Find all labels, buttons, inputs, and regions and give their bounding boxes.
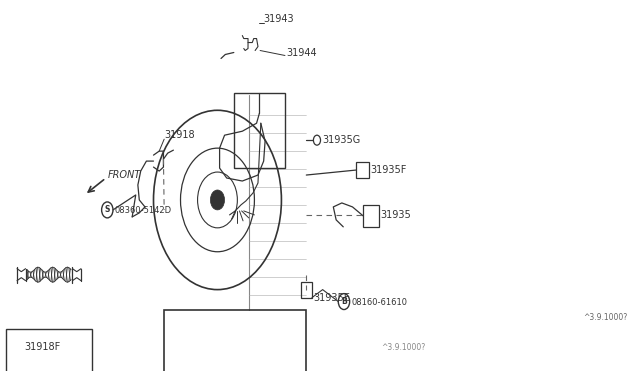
Bar (234, 93, 285, 168)
Bar (356, 162, 369, 178)
Circle shape (211, 190, 225, 210)
Text: 31944: 31944 (287, 48, 317, 58)
Text: 31935: 31935 (380, 210, 411, 220)
Text: 08160-61610: 08160-61610 (351, 298, 407, 307)
Text: 08360-5142D: 08360-5142D (115, 206, 172, 215)
Bar (301, 282, 312, 298)
Text: ^3.9.1000?: ^3.9.1000? (381, 343, 425, 352)
Text: 31935F: 31935F (371, 165, 406, 175)
Bar (6, 330, 92, 372)
Text: 31943: 31943 (264, 14, 294, 24)
Text: B: B (341, 297, 347, 306)
Bar (363, 205, 379, 227)
Text: 31935E: 31935E (314, 293, 350, 302)
Text: 31918F: 31918F (24, 342, 60, 352)
Bar (164, 310, 307, 372)
Text: 31935G: 31935G (323, 135, 361, 145)
Text: FRONT: FRONT (108, 170, 141, 180)
Text: 31918: 31918 (164, 130, 195, 140)
Text: ^3.9.1000?: ^3.9.1000? (584, 313, 628, 322)
Text: S: S (104, 205, 110, 214)
